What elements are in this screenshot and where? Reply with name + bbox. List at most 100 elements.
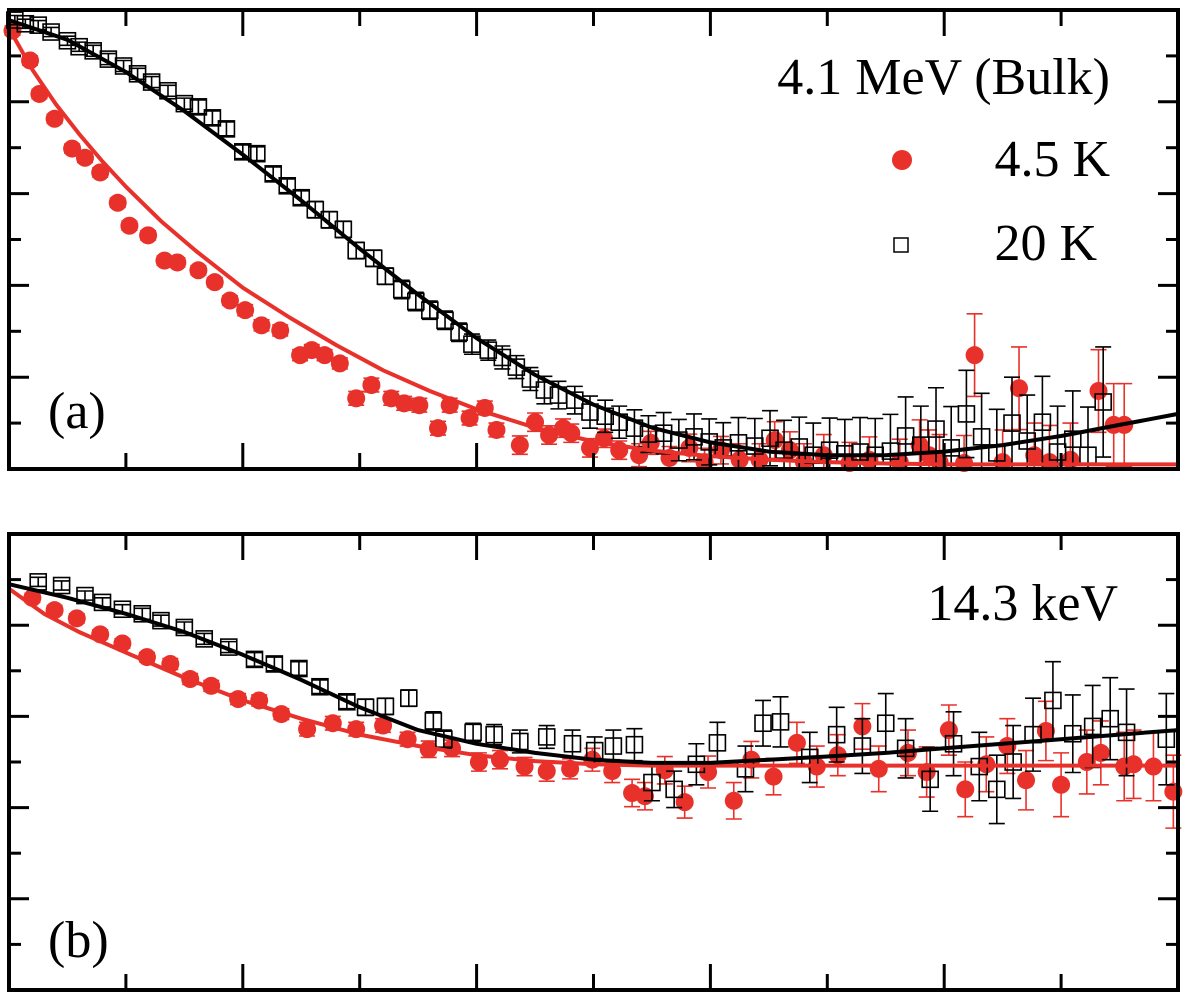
data-point-4-5-k xyxy=(108,193,127,212)
panel-b-title: 14.3 keV xyxy=(927,575,1118,632)
marker-circle xyxy=(410,396,429,415)
data-point-4-5-k xyxy=(724,781,743,820)
marker-square xyxy=(881,442,900,460)
marker-square xyxy=(278,176,297,195)
data-point-20-k xyxy=(52,576,71,595)
marker-circle xyxy=(45,601,64,620)
data-point-4-5-k xyxy=(139,226,158,245)
marker-square xyxy=(133,604,152,623)
data-point-20-k xyxy=(771,695,790,748)
data-point-20-k xyxy=(1063,694,1082,774)
data-point-4-5-k xyxy=(487,420,506,439)
marker-circle xyxy=(67,609,86,628)
panel-b-frame xyxy=(7,532,1180,992)
marker-square xyxy=(827,725,846,744)
marker-circle xyxy=(965,346,984,365)
marker-circle xyxy=(330,354,349,373)
data-point-4-5-k xyxy=(271,321,290,340)
marker-circle xyxy=(956,780,975,799)
marker-circle xyxy=(374,716,393,735)
data-point-20-k xyxy=(665,770,683,809)
fit-line-20-k-fit xyxy=(7,582,1180,765)
data-point-4-5-k xyxy=(955,434,974,473)
marker-square xyxy=(1063,430,1082,448)
marker-square xyxy=(248,144,266,163)
marker-square xyxy=(972,428,991,446)
data-point-4-5-k xyxy=(460,409,479,428)
data-point-20-k xyxy=(708,721,727,765)
data-point-20-k xyxy=(29,573,48,591)
legend-marker-20k xyxy=(893,237,909,253)
data-point-4-5-k xyxy=(956,761,975,818)
marker-square xyxy=(927,420,945,438)
data-point-4-5-k xyxy=(67,609,86,628)
marker-circle xyxy=(236,301,255,320)
data-point-4-5-k xyxy=(429,419,448,438)
data-point-4-5-k xyxy=(220,291,239,310)
panel-a-title: 4.1 MeV (Bulk) xyxy=(777,49,1110,106)
data-point-4-5-k xyxy=(120,216,139,235)
legend-label-4-5k: 4.5 K xyxy=(994,131,1110,188)
marker-square xyxy=(921,770,939,789)
marker-circle xyxy=(764,767,783,786)
data-point-20-k xyxy=(761,409,779,467)
marker-circle xyxy=(91,163,110,182)
data-point-20-k xyxy=(876,692,895,754)
marker-circle xyxy=(252,316,271,335)
marker-square xyxy=(771,713,790,731)
marker-square xyxy=(292,188,311,207)
data-point-4-5-k xyxy=(330,354,349,373)
data-point-20-k xyxy=(356,698,375,717)
marker-circle xyxy=(63,139,82,158)
fit-line-4-5-k-fit xyxy=(7,586,1180,768)
marker-circle xyxy=(1089,381,1108,400)
data-point-4-5-k xyxy=(298,720,317,739)
marker-square xyxy=(754,714,772,733)
marker-square xyxy=(896,427,915,445)
marker-circle xyxy=(1040,453,1059,472)
data-point-20-k xyxy=(896,717,915,779)
data-point-20-k xyxy=(754,699,772,747)
marker-square xyxy=(988,780,1006,799)
marker-square xyxy=(1003,414,1021,432)
data-point-4-5-k xyxy=(1089,348,1108,434)
marker-square xyxy=(195,630,214,648)
marker-circle xyxy=(347,389,366,408)
data-point-4-5-k xyxy=(1052,752,1071,818)
marker-circle xyxy=(168,253,187,272)
marker-circle xyxy=(675,793,694,812)
marker-square xyxy=(485,725,503,744)
marker-circle xyxy=(869,759,888,778)
legend-marker-4-5k xyxy=(892,150,912,170)
data-point-4-5-k xyxy=(347,389,366,408)
data-point-4-5-k xyxy=(655,755,674,785)
data-point-20-k xyxy=(364,249,383,268)
marker-square xyxy=(944,734,963,753)
marker-circle xyxy=(45,109,64,128)
data-point-4-5-k xyxy=(45,109,64,128)
data-point-20-k xyxy=(563,729,582,759)
data-point-4-5-k xyxy=(252,316,271,335)
data-point-4-5-k xyxy=(510,435,529,456)
marker-square xyxy=(52,576,71,595)
marker-circle xyxy=(362,376,381,395)
marker-square xyxy=(1063,724,1082,743)
marker-square xyxy=(364,249,383,268)
marker-circle xyxy=(205,273,224,292)
data-point-20-k xyxy=(957,369,976,459)
marker-square xyxy=(670,431,688,449)
fit-line-20-k-fit xyxy=(7,18,1180,458)
marker-square xyxy=(306,200,325,219)
data-point-20-k xyxy=(1094,346,1112,458)
marker-circle xyxy=(724,791,743,810)
data-point-4-5-k xyxy=(236,301,255,320)
marker-circle xyxy=(1091,743,1110,762)
data-point-20-k xyxy=(1101,676,1119,761)
data-point-20-k xyxy=(1004,724,1022,800)
data-point-20-k xyxy=(376,697,395,716)
data-point-4-5-k xyxy=(787,721,806,765)
marker-square xyxy=(1044,691,1062,710)
data-point-20-k xyxy=(290,659,308,678)
marker-square xyxy=(203,109,222,127)
